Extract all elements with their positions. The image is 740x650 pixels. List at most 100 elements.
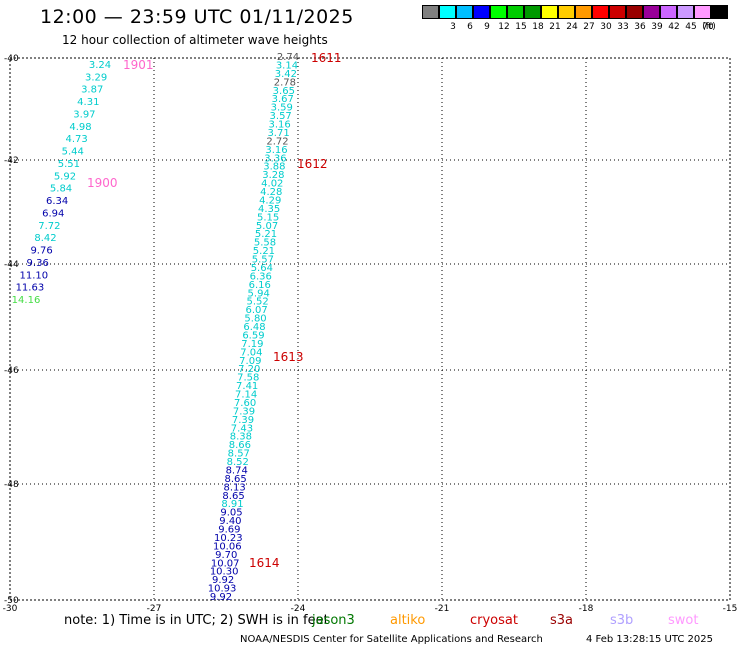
swh-value: 3.14 bbox=[276, 60, 298, 71]
timestamp: 4 Feb 13:28:15 UTC 2025 bbox=[586, 634, 713, 645]
pass-time-label: 1900 bbox=[87, 176, 118, 190]
swh-value: 7.41 bbox=[236, 381, 258, 392]
swh-value: 9.69 bbox=[218, 525, 240, 536]
lon-label: -27 bbox=[147, 604, 162, 614]
swh-value: 8.52 bbox=[227, 457, 249, 468]
legend-swatch bbox=[592, 5, 609, 19]
swh-value: 8.38 bbox=[230, 432, 252, 443]
swh-value: 3.97 bbox=[73, 109, 95, 120]
swh-value: 5.84 bbox=[50, 184, 72, 195]
pass-time-label: 1901 bbox=[123, 58, 154, 72]
swh-value: 7.60 bbox=[234, 398, 256, 409]
swh-value: 7.43 bbox=[231, 423, 253, 434]
swh-value: 7.39 bbox=[232, 415, 254, 426]
track-a: 3.243.29 3.874.313.97 4.984.73 5.445.515.92… bbox=[12, 58, 154, 306]
swh-value: 3.42 bbox=[275, 69, 297, 80]
legend-bin-label: 21 bbox=[549, 22, 561, 32]
swh-value: 10.23 bbox=[214, 533, 243, 544]
lon-label: -24 bbox=[291, 604, 306, 614]
legend-swatch bbox=[558, 5, 575, 19]
swh-value: 5.80 bbox=[244, 314, 266, 325]
swh-value: 8.65 bbox=[222, 491, 244, 502]
swh-value: 8.65 bbox=[225, 474, 247, 485]
legend-swatch bbox=[473, 5, 490, 19]
swh-value: 5.51 bbox=[58, 159, 80, 170]
swh-value: 2.72 bbox=[266, 136, 288, 147]
legend-swatch bbox=[507, 5, 524, 19]
swh-value: 7.39 bbox=[233, 406, 255, 417]
swh-value: 11.10 bbox=[19, 270, 48, 281]
swh-value: 7.09 bbox=[239, 356, 261, 367]
swh-value: 3.59 bbox=[271, 103, 293, 114]
swh-value: 5.64 bbox=[251, 263, 273, 274]
swh-value: 3.24 bbox=[89, 60, 111, 71]
satellite-cryosat: cryosat bbox=[470, 613, 518, 628]
swh-value: 2.78 bbox=[274, 77, 296, 88]
swh-value: 3.28 bbox=[262, 170, 284, 181]
swh-value: 3.71 bbox=[267, 128, 289, 139]
swh-value: 3.88 bbox=[263, 162, 285, 173]
swh-value: 5.44 bbox=[62, 147, 84, 158]
swh-value: 5.07 bbox=[256, 221, 278, 232]
legend-swatch bbox=[711, 5, 728, 19]
swh-value: 2.74 bbox=[277, 52, 299, 63]
map-frame bbox=[9, 57, 731, 601]
legend-swatch bbox=[575, 5, 592, 19]
legend-swatch bbox=[490, 5, 507, 19]
lat-label: -46 bbox=[4, 366, 19, 376]
legend-swatch bbox=[456, 5, 473, 19]
swh-value: 9.92 bbox=[212, 575, 234, 586]
satellite-swot: swot bbox=[668, 613, 699, 628]
pass-time-label: 1611 bbox=[311, 51, 342, 65]
swh-value: 4.28 bbox=[260, 187, 282, 198]
swh-value: 4.29 bbox=[259, 195, 281, 206]
swh-value: 4.98 bbox=[69, 122, 91, 133]
swh-value: 9.05 bbox=[220, 508, 242, 519]
pass-time-label: 1614 bbox=[249, 556, 280, 570]
swh-value: 5.21 bbox=[255, 229, 277, 240]
swh-value: 6.34 bbox=[46, 196, 68, 207]
swh-value: 4.31 bbox=[77, 97, 99, 108]
legend-swatch bbox=[694, 5, 711, 19]
swh-value: 7.04 bbox=[240, 347, 262, 358]
lon-label: -21 bbox=[435, 604, 450, 614]
legend-swatch bbox=[439, 5, 456, 19]
legend-swatch bbox=[609, 5, 626, 19]
swh-value: 6.59 bbox=[242, 330, 264, 341]
axis-labels: -40 -42 -44 -46 -48 -50-30 -27 -24 -21 -18 -15 bbox=[3, 54, 738, 614]
swh-value: 10.30 bbox=[210, 567, 239, 578]
swh-value: 11.63 bbox=[16, 283, 45, 294]
swh-value: 5.15 bbox=[257, 212, 279, 223]
satellite-s3a: s3a bbox=[550, 613, 574, 628]
lat-label: -50 bbox=[4, 596, 19, 606]
legend-bin-label: 42 bbox=[668, 22, 680, 32]
swh-value: 10.07 bbox=[211, 558, 240, 569]
legend-swatch bbox=[660, 5, 677, 19]
legend-bin-label: 27 bbox=[583, 22, 595, 32]
legend-bin-label: 36 bbox=[634, 22, 646, 32]
swh-value: 5.57 bbox=[252, 255, 274, 266]
swh-value: 14.16 bbox=[12, 295, 41, 306]
pass-time-label: 1612 bbox=[297, 157, 328, 171]
swh-value: 3.57 bbox=[270, 111, 292, 122]
legend-swatch bbox=[626, 5, 643, 19]
swh-value: 10.93 bbox=[208, 584, 237, 595]
credit-line: NOAA/NESDIS Center for Satellite Applica… bbox=[240, 634, 543, 645]
swh-value: 6.94 bbox=[42, 208, 64, 219]
legend-swatch bbox=[422, 5, 439, 19]
lat-lon-grid bbox=[9, 57, 731, 601]
swh-value: 8.91 bbox=[221, 499, 243, 510]
swh-value: 3.16 bbox=[268, 120, 290, 131]
lat-label: -44 bbox=[4, 260, 19, 270]
satellite-altiko: altiko bbox=[390, 613, 426, 628]
legend-bin-label: 9 bbox=[484, 22, 490, 32]
legend-swatch bbox=[677, 5, 694, 19]
footer-note: note: 1) Time is in UTC; 2) SWH is in fe… bbox=[64, 613, 329, 628]
swh-value: 9.76 bbox=[30, 246, 52, 257]
lon-label: -18 bbox=[579, 604, 594, 614]
satellite-s3b: s3b bbox=[610, 613, 634, 628]
swh-value: 3.36 bbox=[264, 153, 286, 164]
swh-value: 8.66 bbox=[229, 440, 251, 451]
swh-value: 3.65 bbox=[273, 86, 295, 97]
